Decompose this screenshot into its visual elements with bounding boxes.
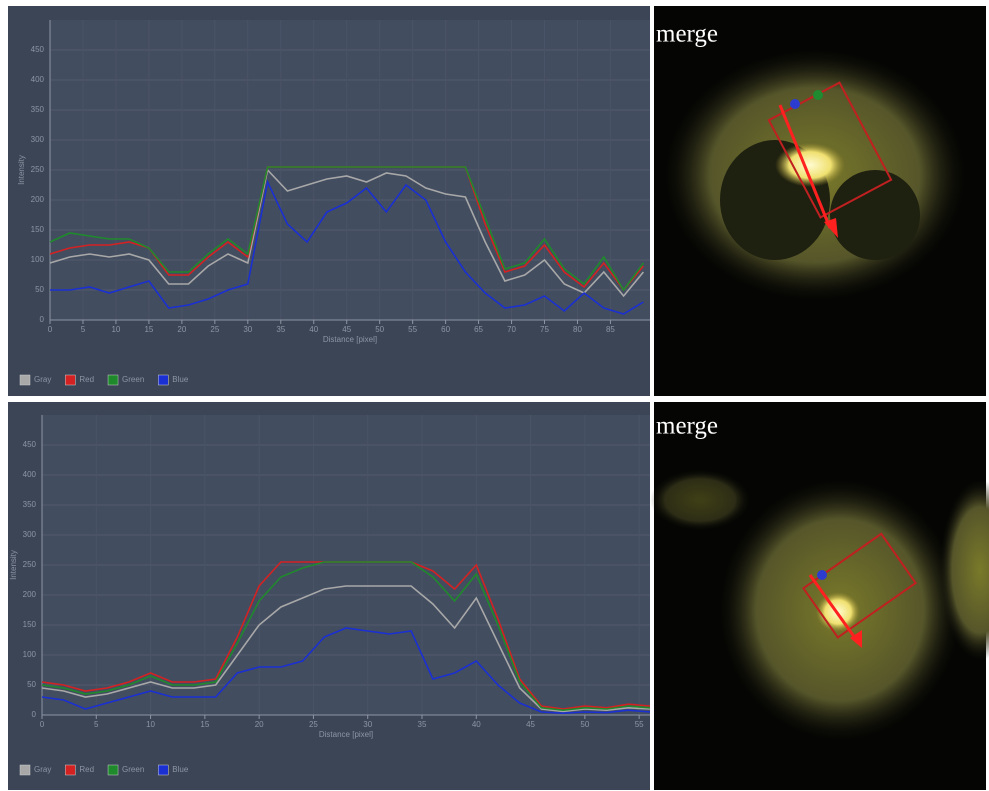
x-tick-label: 80 [573, 325, 582, 334]
y-tick-label: 400 [31, 75, 45, 84]
page: {"chart_data":[ {"type":"line","x_label"… [0, 0, 989, 791]
x-tick-label: 15 [144, 325, 153, 334]
x-axis-label: Distance [pixel] [323, 335, 377, 344]
x-tick-label: 5 [94, 720, 99, 729]
y-tick-label: 350 [23, 500, 37, 509]
legend-label: Green [122, 765, 144, 774]
y-axis-label: Intensity [17, 155, 26, 185]
y-tick-label: 250 [23, 560, 37, 569]
micrograph: merge [650, 402, 989, 790]
x-tick-label: 20 [177, 325, 186, 334]
y-tick-label: 450 [23, 440, 37, 449]
x-tick-label: 65 [474, 325, 483, 334]
x-tick-label: 85 [606, 325, 615, 334]
y-tick-label: 150 [23, 620, 37, 629]
x-tick-label: 5 [81, 325, 86, 334]
legend-swatch [65, 375, 75, 385]
x-tick-label: 45 [342, 325, 351, 334]
y-tick-label: 250 [31, 165, 45, 174]
y-tick-label: 350 [31, 105, 45, 114]
x-tick-label: 60 [441, 325, 450, 334]
y-tick-label: 50 [35, 285, 44, 294]
y-tick-label: 200 [23, 590, 37, 599]
y-tick-label: 100 [31, 255, 45, 264]
y-tick-label: 0 [40, 315, 45, 324]
legend-swatch [108, 765, 118, 775]
figure: merge merge 0501001502002503003504004500… [0, 0, 989, 791]
x-tick-label: 30 [363, 720, 372, 729]
x-tick-label: 50 [580, 720, 589, 729]
y-tick-label: 50 [27, 680, 36, 689]
x-tick-label: 25 [309, 720, 318, 729]
legend-label: Gray [34, 375, 51, 384]
y-axis-label: Intensity [9, 550, 18, 580]
y-tick-label: 450 [31, 45, 45, 54]
image-label: merge [656, 21, 718, 48]
y-tick-label: 100 [23, 650, 37, 659]
x-tick-label: 0 [48, 325, 53, 334]
legend-label: Blue [172, 765, 189, 774]
legend-label: Red [79, 765, 94, 774]
x-tick-label: 30 [243, 325, 252, 334]
x-tick-label: 45 [526, 720, 535, 729]
y-tick-label: 400 [23, 470, 37, 479]
x-tick-label: 55 [635, 720, 644, 729]
x-tick-label: 0 [40, 720, 45, 729]
x-axis-label: Distance [pixel] [319, 730, 373, 739]
legend-label: Red [79, 375, 94, 384]
x-tick-label: 20 [255, 720, 264, 729]
x-tick-label: 75 [540, 325, 549, 334]
y-tick-label: 0 [32, 710, 37, 719]
x-tick-label: 35 [276, 325, 285, 334]
x-tick-label: 55 [408, 325, 417, 334]
x-tick-label: 25 [210, 325, 219, 334]
x-tick-label: 35 [418, 720, 427, 729]
legend-label: Blue [172, 375, 189, 384]
x-tick-label: 70 [507, 325, 516, 334]
x-tick-label: 50 [375, 325, 384, 334]
y-tick-label: 150 [31, 225, 45, 234]
legend-swatch [108, 375, 118, 385]
x-tick-label: 15 [200, 720, 209, 729]
legend-label: Green [122, 375, 144, 384]
y-tick-label: 300 [23, 530, 37, 539]
x-tick-label: 10 [146, 720, 155, 729]
legend-swatch [65, 765, 75, 775]
legend-label: Gray [34, 765, 51, 774]
legend-swatch [158, 765, 168, 775]
image-label: merge [656, 413, 718, 440]
y-tick-label: 200 [31, 195, 45, 204]
y-tick-label: 300 [31, 135, 45, 144]
legend-swatch [20, 765, 30, 775]
x-tick-label: 40 [472, 720, 481, 729]
legend-swatch [158, 375, 168, 385]
x-tick-label: 40 [309, 325, 318, 334]
legend-swatch [20, 375, 30, 385]
micrograph: merge [654, 6, 986, 396]
x-tick-label: 10 [111, 325, 120, 334]
